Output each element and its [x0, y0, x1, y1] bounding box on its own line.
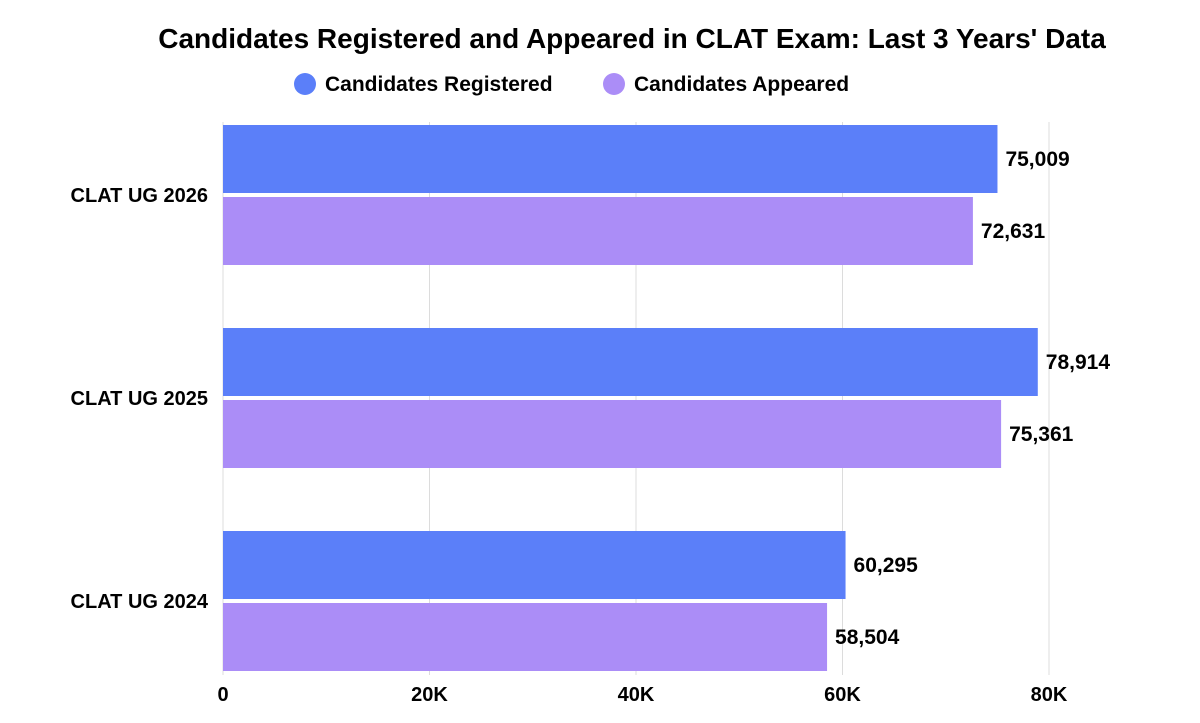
- legend-label: Candidates Appeared: [634, 73, 849, 96]
- data-label: 75,009: [1005, 148, 1069, 171]
- bar-appeared: [223, 400, 1002, 468]
- bar-appeared: [223, 603, 828, 671]
- data-label: 78,914: [1046, 351, 1111, 374]
- data-label: 60,295: [854, 554, 919, 577]
- x-axis-tick-label: 20K: [411, 684, 448, 706]
- x-axis-tick-label: 40K: [618, 684, 655, 706]
- x-axis-tick-label: 0: [217, 684, 228, 706]
- category-label: CLAT UG 2024: [71, 591, 209, 613]
- category-label: CLAT UG 2026: [71, 185, 208, 207]
- chart-title: Candidates Registered and Appeared in CL…: [158, 23, 1106, 54]
- chart-legend: Candidates Registered Candidates Appeared: [294, 73, 849, 96]
- x-axis-tick-label: 80K: [1031, 684, 1068, 706]
- data-label: 72,631: [981, 220, 1046, 243]
- data-label: 75,361: [1009, 423, 1074, 446]
- data-label: 58,504: [835, 626, 900, 649]
- category-label-group: CLAT UG 2026 CLAT UG 2025 CLAT UG 2024: [71, 185, 209, 613]
- value-label-group: 75,009 72,631 78,914 75,361 60,295 58,504: [835, 148, 1110, 649]
- legend-marker: [603, 73, 625, 95]
- bar-appeared: [223, 197, 973, 265]
- legend-marker: [294, 73, 316, 95]
- bar-registered: [223, 531, 846, 599]
- x-axis-tick-label: 60K: [824, 684, 861, 706]
- bar-registered: [223, 125, 998, 193]
- bar-group: [223, 125, 1038, 671]
- bar-registered: [223, 328, 1038, 396]
- x-axis-tick-group: 0 20K 40K 60K 80K: [217, 684, 1067, 706]
- category-label: CLAT UG 2025: [71, 388, 208, 410]
- legend-label: Candidates Registered: [325, 73, 553, 96]
